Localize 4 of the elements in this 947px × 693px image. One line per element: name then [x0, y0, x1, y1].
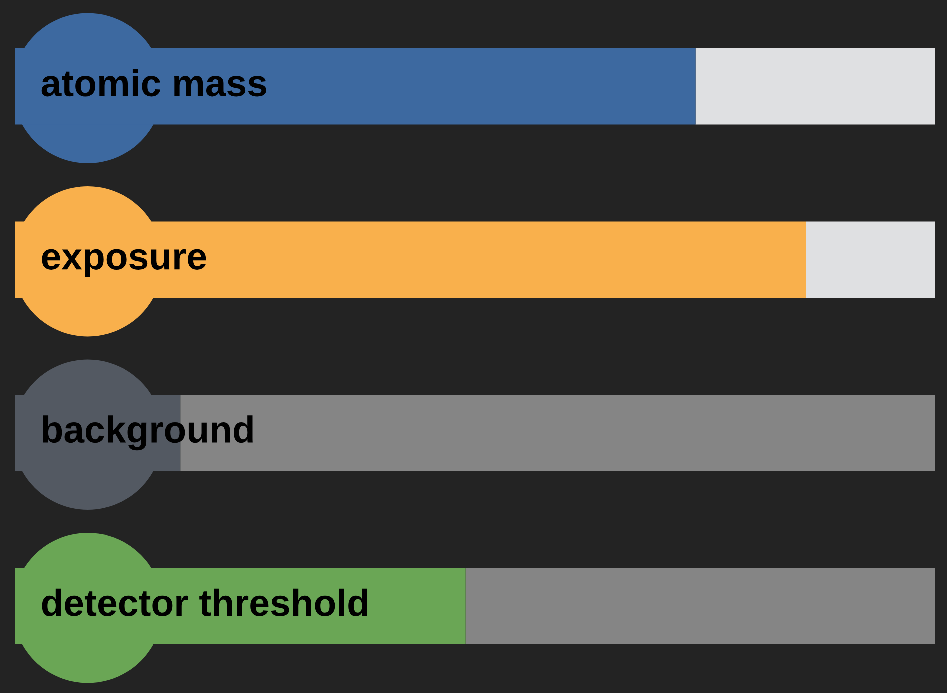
y-tick-label: detector threshold	[42, 588, 368, 616]
y-tick-label: atomic mass	[42, 69, 266, 97]
y-tick-label: background	[43, 416, 253, 451]
y-tick-label: exposure	[42, 249, 206, 278]
